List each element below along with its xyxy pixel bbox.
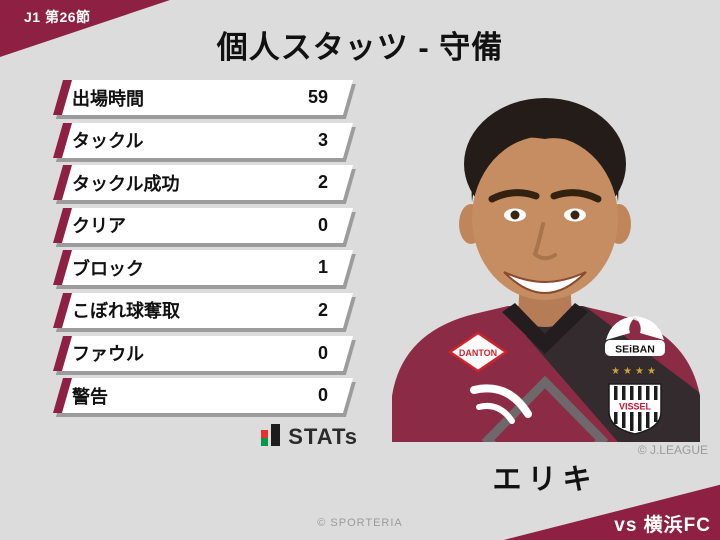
player-photo: DANTON SEiBAN ★★★★ VISSEL xyxy=(392,98,700,442)
stat-row-fouls: ファウル 0 xyxy=(52,335,354,371)
player-name: エリキ xyxy=(492,464,598,496)
stat-label: タックル成功 xyxy=(72,173,180,194)
matchday-badge-label: J1 第26節 xyxy=(24,9,91,25)
stat-label: クリア xyxy=(72,216,126,237)
sporteria-credit: © SPORTERIA xyxy=(317,517,403,529)
stats-logo: STATs xyxy=(58,424,358,448)
stats-list: 出場時間 59 タックル 3 タックル成功 2 クリア 0 ブロック 1 xyxy=(52,80,354,421)
stat-label: ブロック xyxy=(72,258,144,279)
page-title: 個人スタッツ - 守備 xyxy=(216,30,504,65)
stat-value: 2 xyxy=(317,172,328,193)
stat-label: タックル xyxy=(72,131,144,152)
stats-logo-wordmark: STATs xyxy=(288,424,358,449)
stat-row-loose-ball-recoveries: こぼれ球奪取 2 xyxy=(52,292,354,328)
stat-row-yellow-cards: 警告 0 xyxy=(52,378,354,414)
stat-label: こぼれ球奪取 xyxy=(72,301,180,322)
seiban-patch-label: SEiBAN xyxy=(615,344,655,356)
stat-label: 警告 xyxy=(72,386,108,407)
stat-row-minutes: 出場時間 59 xyxy=(52,80,354,115)
stat-value: 0 xyxy=(317,342,328,363)
stat-row-tackles: タックル 3 xyxy=(52,122,354,158)
photo-credit: © J.LEAGUE xyxy=(637,443,708,457)
vissel-crest-label: VISSEL xyxy=(619,402,652,412)
stat-label: 出場時間 xyxy=(72,88,144,109)
stat-value: 59 xyxy=(307,87,328,107)
jersey-stars: ★★★★ xyxy=(611,366,659,377)
danton-crest-label: DANTON xyxy=(459,348,497,358)
stat-row-clearances: クリア 0 xyxy=(52,207,354,243)
stats-logo-barchart-icon-tall xyxy=(271,424,281,446)
opponent-label: vs 横浜FC xyxy=(614,515,711,536)
stat-row-blocks: ブロック 1 xyxy=(52,250,354,286)
stat-label: ファウル xyxy=(72,344,144,365)
stat-value: 1 xyxy=(317,257,328,278)
stats-logo-barchart-icon xyxy=(261,430,269,446)
stat-value: 3 xyxy=(317,129,328,150)
stat-row-tackles-won: タックル成功 2 xyxy=(52,165,354,201)
stat-value: 2 xyxy=(317,299,328,320)
stat-value: 0 xyxy=(317,214,328,235)
stat-value: 0 xyxy=(317,385,328,406)
